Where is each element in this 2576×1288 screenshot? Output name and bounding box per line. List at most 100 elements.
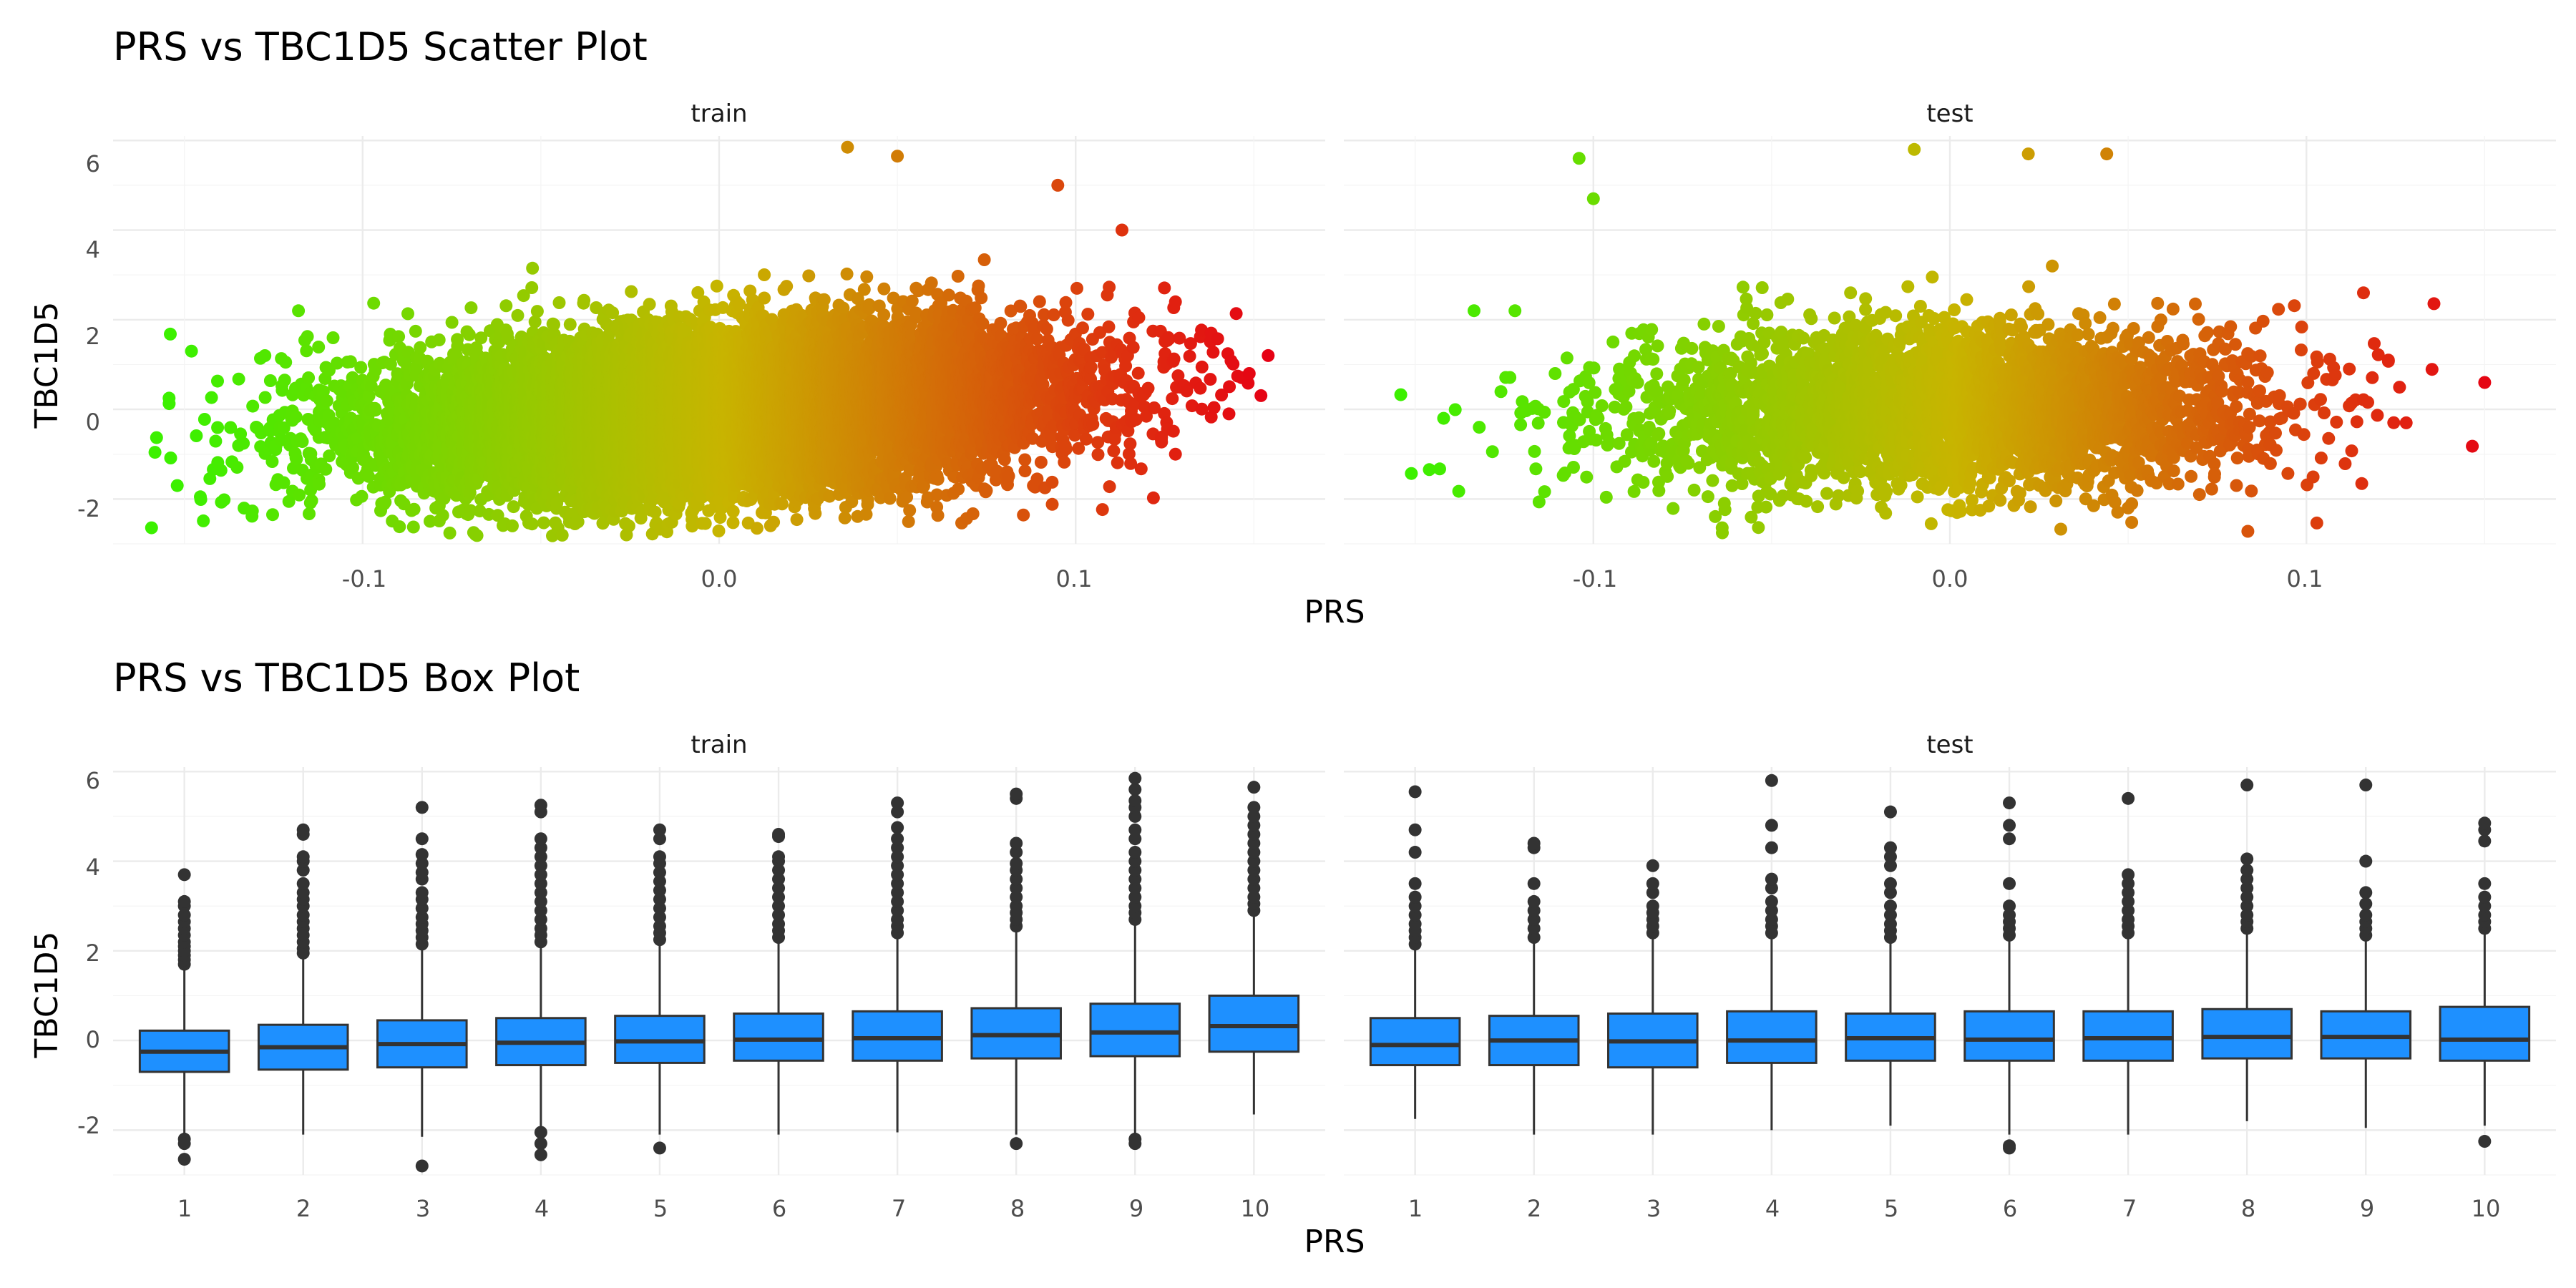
scatter-point <box>555 528 569 542</box>
scatter-point <box>303 507 316 520</box>
scatter-point <box>313 477 326 491</box>
scatter-point <box>323 449 336 463</box>
scatter-point <box>474 331 488 345</box>
scatter-point <box>246 399 260 413</box>
scatter-point <box>278 374 291 387</box>
scatter-point <box>511 308 525 322</box>
scatter-point <box>266 508 279 522</box>
scatter-point <box>275 384 289 397</box>
scatter-point <box>445 316 459 329</box>
scatter-point <box>312 341 326 353</box>
scatter-point <box>577 293 591 307</box>
scatter-point <box>525 517 539 531</box>
scatter-point <box>197 514 210 527</box>
scatter-point <box>648 505 662 519</box>
scatter-point <box>265 455 279 468</box>
scatter-point <box>367 296 381 310</box>
scatter-point <box>320 394 333 408</box>
scatter-point <box>170 479 184 492</box>
scatter-point <box>362 469 376 483</box>
scatter-point <box>258 391 272 404</box>
scatter-point <box>464 504 477 517</box>
scatter-point <box>537 516 550 530</box>
scatter-point <box>232 372 245 386</box>
scatter-point <box>326 331 340 344</box>
scatter-point <box>552 296 566 309</box>
scatter-point <box>224 421 238 434</box>
scatter-panel-train <box>113 136 1325 545</box>
scatter-point <box>643 298 656 311</box>
scatter-facet-label-train: train <box>691 99 747 128</box>
scatter-point <box>237 436 250 450</box>
scatter-point <box>230 461 244 474</box>
scatter-point <box>506 519 519 532</box>
scatter-point <box>282 494 296 508</box>
scatter-point <box>464 301 478 315</box>
scatter-point <box>305 494 318 507</box>
scatter-point <box>245 504 259 518</box>
scatter-point <box>393 520 406 534</box>
scatter-point <box>277 421 291 434</box>
scatter-point <box>300 344 313 358</box>
scatter-point <box>302 371 316 384</box>
scatter-point <box>379 495 392 509</box>
scatter-point <box>319 462 333 476</box>
scatter-point <box>392 330 406 343</box>
scatter-point <box>424 514 436 528</box>
scatter-point <box>292 304 306 318</box>
scatter-point <box>414 341 427 354</box>
scatter-point <box>218 493 231 507</box>
scatter-point <box>384 357 397 371</box>
scatter-point <box>164 452 177 464</box>
scatter-point <box>622 519 635 533</box>
scatter-point <box>409 324 422 338</box>
scatter-point <box>463 486 477 499</box>
scatter-point <box>150 431 163 444</box>
scatter-point <box>258 349 272 362</box>
scatter-point <box>525 281 539 294</box>
scatter-point <box>369 404 382 417</box>
scatter-point <box>301 330 314 343</box>
scatter-point <box>209 434 223 448</box>
scatter-point <box>343 355 357 369</box>
scatter-point <box>185 344 198 358</box>
scatter-point <box>530 305 544 318</box>
scatter-point <box>164 327 177 341</box>
scatter-point <box>625 285 638 298</box>
scatter-point <box>346 371 359 384</box>
scatter-point <box>362 389 376 403</box>
scatter-point <box>443 526 457 540</box>
scatter-point <box>563 318 577 331</box>
scatter-point <box>401 307 414 321</box>
scatter-point <box>296 435 309 449</box>
scatter-point <box>263 374 277 387</box>
scatter-point <box>346 461 359 474</box>
scatter-point <box>290 452 303 466</box>
scatter-point <box>526 261 540 275</box>
scatter-point <box>190 429 203 442</box>
scatter-point <box>197 413 211 426</box>
scatter-point <box>507 500 520 514</box>
scatter-point <box>214 464 228 477</box>
scatter-point <box>406 520 420 534</box>
scatter-point <box>470 529 484 542</box>
scatter-point <box>194 493 208 506</box>
scatter-point <box>205 391 218 404</box>
scatter-point <box>211 374 224 388</box>
scatter-point <box>436 509 449 522</box>
scatter-facet-label-test: test <box>1926 99 1973 128</box>
scatter-point <box>279 356 293 369</box>
scatter-point <box>432 333 446 346</box>
scatter-point <box>462 328 476 341</box>
scatter-point <box>145 521 158 535</box>
scatter-point <box>211 421 225 434</box>
scatter-point <box>277 476 291 489</box>
scatter-point <box>407 502 421 516</box>
scatter-point <box>451 339 464 353</box>
scatter-point <box>355 489 369 503</box>
scatter-point <box>162 397 176 411</box>
scatter-point <box>331 356 344 370</box>
scatter-plot-title: PRS vs TBC1D5 Scatter Plot <box>113 24 648 69</box>
